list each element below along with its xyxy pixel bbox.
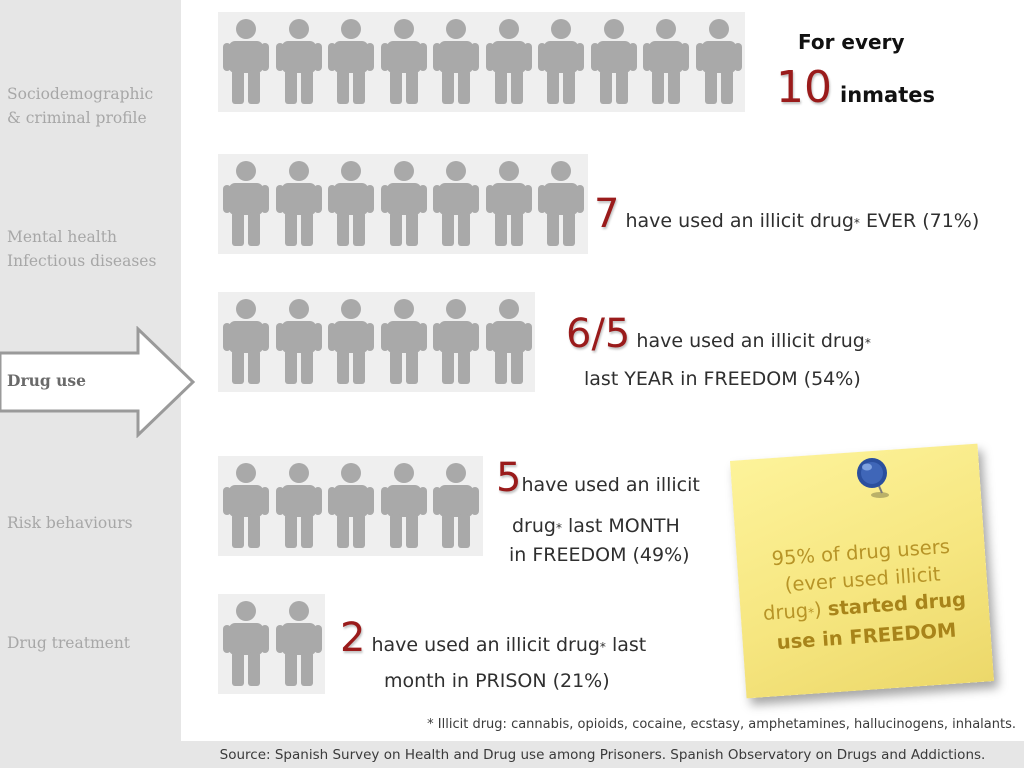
person-icon — [273, 296, 326, 388]
sidebar-item-mental-health[interactable]: Mental health Infectious diseases — [7, 228, 157, 270]
asterisk: * — [555, 521, 562, 535]
note-line3a: drug — [762, 598, 809, 625]
person-icon — [640, 16, 693, 108]
person-icon — [483, 16, 536, 108]
sidebar-item-drug-treatment[interactable]: Drug treatment — [7, 634, 131, 652]
person-icon — [220, 16, 273, 108]
person-icon — [273, 460, 326, 552]
stat-ever-text: have used an illicit drug — [625, 210, 854, 232]
person-icon — [430, 460, 483, 552]
sidebar-item-risk-behaviours[interactable]: Risk behaviours — [7, 514, 133, 532]
asterisk: * — [853, 216, 860, 230]
stat-month-text: have used an illicit — [521, 474, 700, 496]
person-icon — [220, 598, 273, 690]
asterisk: * — [599, 640, 606, 654]
person-icon — [273, 16, 326, 108]
person-icon — [535, 158, 588, 250]
push-pin-icon — [857, 458, 889, 498]
footer-bar: Source: Spanish Survey on Health and Dru… — [181, 741, 1024, 768]
stat-year: 6/5 have used an illicit drug* — [566, 314, 871, 354]
person-icon — [430, 296, 483, 388]
person-icon — [378, 296, 431, 388]
person-icon — [483, 296, 536, 388]
stat-ever-number: 7 — [594, 191, 620, 237]
stat-prison: 2 have used an illicit drug* last — [340, 618, 646, 658]
stat-month-line2a: drug — [512, 515, 556, 537]
people-row-2 — [218, 594, 325, 694]
stat-prison-text-after: last — [605, 634, 647, 656]
person-icon — [273, 158, 326, 250]
person-icon — [325, 158, 378, 250]
person-icon — [325, 460, 378, 552]
person-icon — [378, 460, 431, 552]
stat-year-text: have used an illicit drug — [636, 330, 865, 352]
stat-year-number: 6/5 — [566, 311, 631, 357]
header-for-every: For every — [798, 30, 905, 54]
source-citation: Source: Spanish Survey on Health and Dru… — [219, 747, 986, 763]
stat-ever: 7 have used an illicit drug* EVER (71%) — [594, 194, 979, 234]
stat-year-line2: last YEAR in FREEDOM (54%) — [584, 368, 861, 390]
asterisk: * — [864, 336, 871, 350]
person-icon — [378, 158, 431, 250]
stat-prison-text: have used an illicit drug — [371, 634, 600, 656]
stat-ever-text-after: EVER (71%) — [859, 210, 980, 232]
stat-prison-line2: month in PRISON (21%) — [384, 670, 610, 692]
person-icon — [220, 158, 273, 250]
stat-month-number: 5 — [496, 455, 522, 501]
stat-month: 5have used an illicit — [496, 458, 700, 498]
header-count-number: 10 — [776, 62, 832, 113]
person-icon — [378, 16, 431, 108]
stat-month-line3: in FREEDOM (49%) — [509, 544, 690, 566]
header-unit: inmates — [840, 83, 935, 107]
people-row-6 — [218, 292, 535, 392]
stat-month-line2: drug* last MONTH — [512, 515, 680, 537]
header-count: 10 inmates — [776, 66, 935, 110]
person-icon — [693, 16, 746, 108]
person-icon — [273, 598, 326, 690]
person-icon — [588, 16, 641, 108]
person-icon — [325, 296, 378, 388]
sidebar-item-sociodemographic[interactable]: Sociodemographic & criminal profile — [7, 85, 154, 127]
person-icon — [535, 16, 588, 108]
person-icon — [220, 296, 273, 388]
stat-month-line2b: last MONTH — [561, 515, 680, 537]
people-row-5 — [218, 456, 483, 556]
note-line3-strong: started drug — [826, 587, 967, 620]
person-icon — [430, 158, 483, 250]
sidebar-item-drug-use[interactable]: Drug use — [7, 371, 86, 390]
person-icon — [220, 460, 273, 552]
right-arrow-icon — [0, 326, 196, 438]
people-row-7 — [218, 154, 588, 254]
person-icon — [325, 16, 378, 108]
footnote: * Illicit drug: cannabis, opioids, cocai… — [427, 717, 1016, 732]
sticky-note-text: 95% of drug users (ever used illicit dru… — [758, 531, 969, 656]
note-line4-strong: use in FREEDOM — [775, 618, 958, 654]
person-icon — [483, 158, 536, 250]
people-row-10 — [218, 12, 745, 112]
person-icon — [430, 16, 483, 108]
stat-prison-number: 2 — [340, 615, 366, 661]
